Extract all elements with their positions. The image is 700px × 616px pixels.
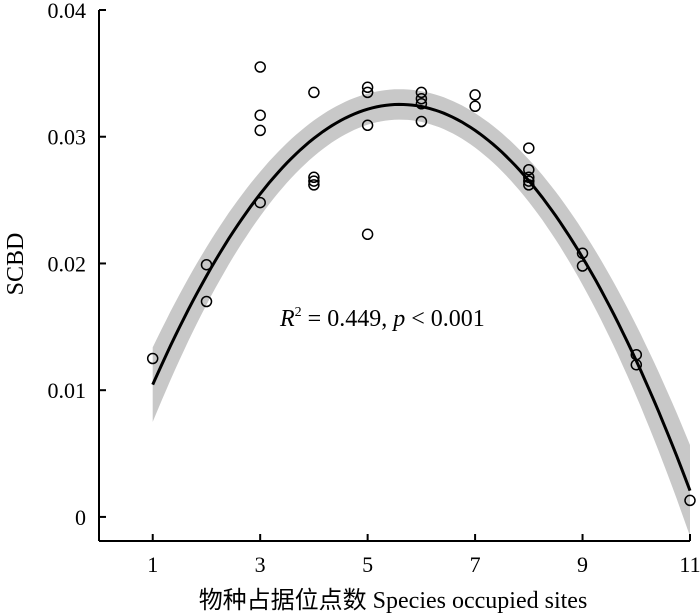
axes xyxy=(98,9,691,542)
data-point xyxy=(415,115,428,128)
data-point xyxy=(361,86,374,99)
data-point xyxy=(415,92,428,105)
data-point xyxy=(523,142,535,154)
fit-statistics-annotation: R2 = 0.449, p < 0.001 xyxy=(279,305,485,332)
data-point xyxy=(146,352,159,365)
x-tick-label: 1 xyxy=(147,552,158,577)
data-point xyxy=(415,86,428,99)
x-tick-label: 3 xyxy=(255,552,266,577)
y-axis-title: SCBD xyxy=(3,233,29,296)
x-tick-label: 7 xyxy=(470,552,481,577)
p-value: < 0.001 xyxy=(405,306,485,332)
x-tick-label: 9 xyxy=(577,552,588,577)
y-tick-label: 0 xyxy=(75,505,86,530)
x-tick-label: 11 xyxy=(679,552,700,577)
p-symbol: p xyxy=(391,306,405,332)
data-point xyxy=(254,124,266,137)
data-point xyxy=(308,171,320,184)
data-point xyxy=(308,175,320,187)
data-point xyxy=(523,163,535,176)
y-tick-label: 0.02 xyxy=(48,251,87,276)
data-point xyxy=(684,494,696,507)
tick-labels: 0 0.01 0.02 0.03 0.04 1 3 5 7 9 11 xyxy=(48,0,700,577)
data-point xyxy=(469,89,481,101)
x-tick-label: 5 xyxy=(362,552,373,577)
y-tick-label: 0.04 xyxy=(48,0,87,23)
quadratic-fit-line xyxy=(151,102,692,492)
x-axis-title: 物种占据位点数 Species occupied sites xyxy=(199,587,588,614)
data-point xyxy=(200,295,213,308)
data-point xyxy=(415,98,428,110)
data-point xyxy=(308,86,320,99)
data-point xyxy=(254,109,266,121)
y-tick-label: 0.03 xyxy=(48,125,87,150)
r-squared-symbol: R xyxy=(279,306,295,332)
confidence-band xyxy=(152,89,690,537)
data-point xyxy=(361,81,374,94)
r-squared-superscript: 2 xyxy=(295,305,302,320)
data-point xyxy=(523,175,535,187)
r-squared-value: = 0.449, xyxy=(302,306,394,332)
data-point xyxy=(308,179,320,191)
data-point xyxy=(254,61,266,73)
y-tick-label: 0.01 xyxy=(48,378,87,403)
data-point xyxy=(469,100,481,113)
data-point xyxy=(361,228,374,241)
data-point xyxy=(361,119,374,132)
